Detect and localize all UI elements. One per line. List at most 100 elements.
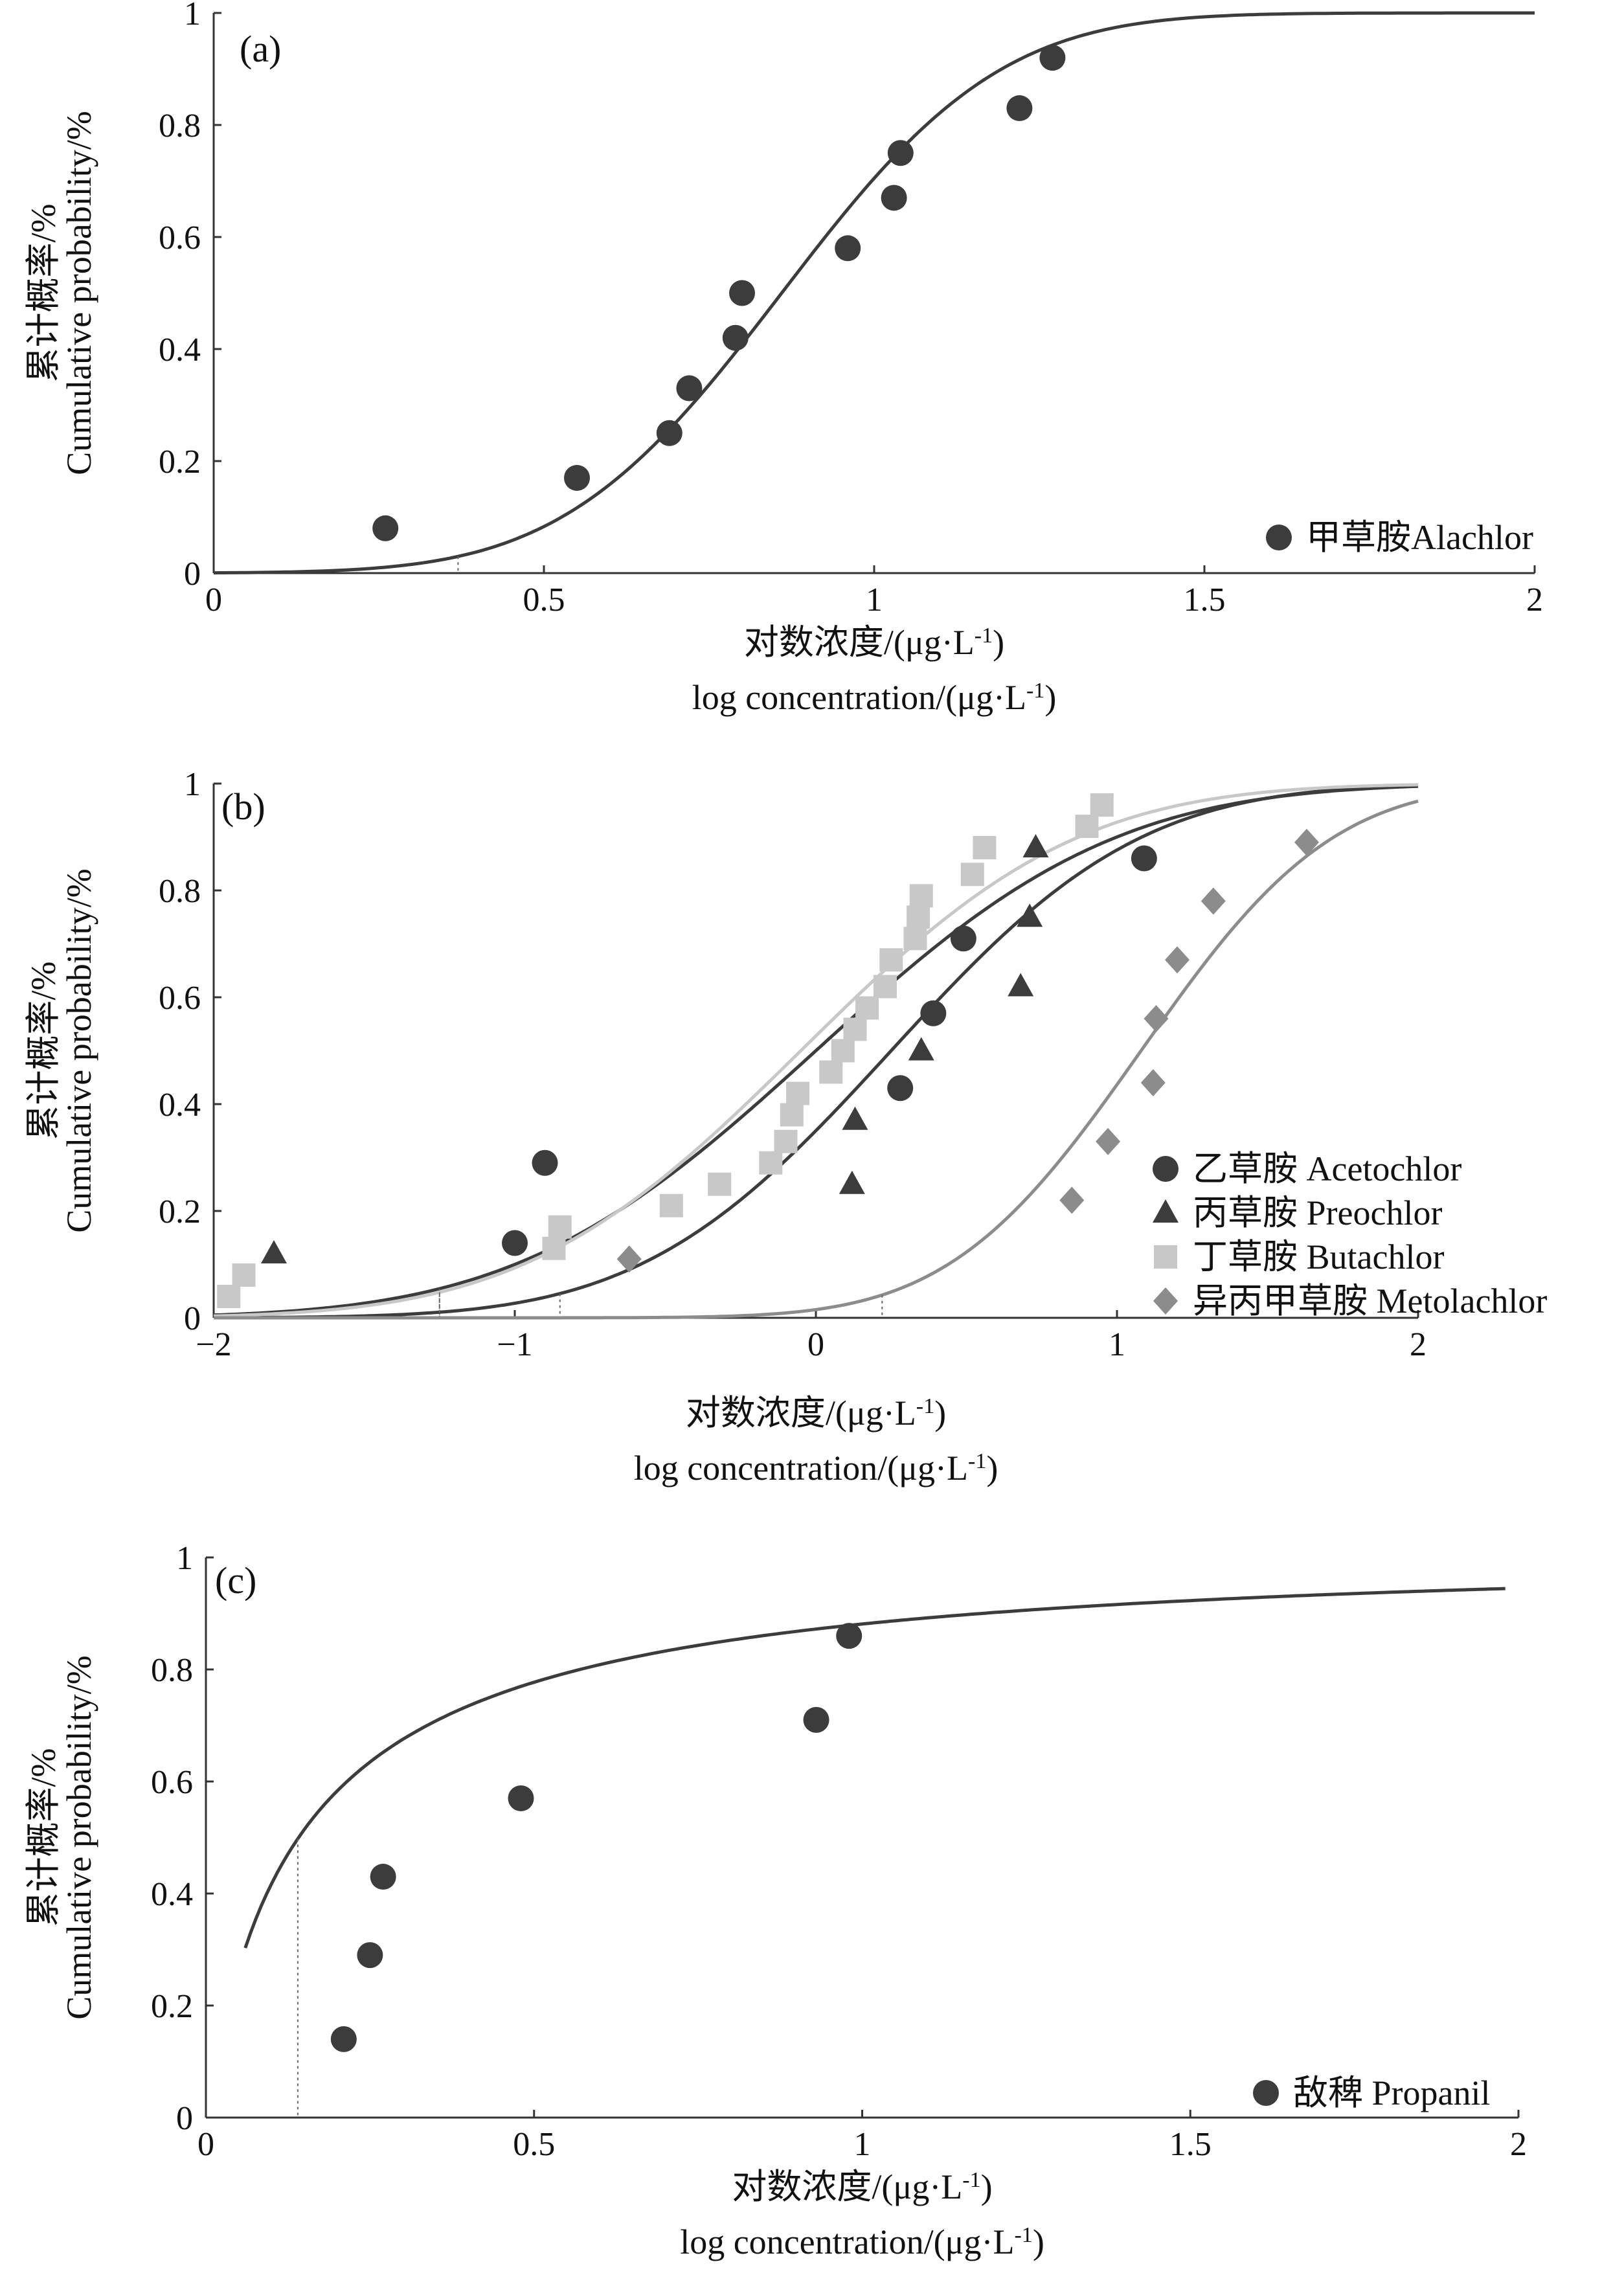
x-axis-title-cn-close: ) bbox=[993, 623, 1004, 662]
x-axis-title-cn-close: ) bbox=[981, 2167, 993, 2206]
x-tick-label: 2 bbox=[1510, 2126, 1527, 2163]
y-axis-title-cn: 累计概率/% bbox=[24, 1748, 63, 1927]
data-point-series-0 bbox=[950, 925, 976, 952]
data-point-series-3 bbox=[1201, 887, 1226, 915]
panel-a: 0 0.2 0.4 0.6 0.8 1 0 0.5 1 1.5 2 (a) 对数浓度/(μg·L-1) l… bbox=[24, 0, 1543, 717]
x-axis-title-en-sup: -1 bbox=[1026, 679, 1044, 703]
data-point-series-2 bbox=[855, 996, 879, 1020]
data-point-series-0 bbox=[887, 140, 914, 166]
x-axis-title-cn: 对数浓度/(μg·L-1) bbox=[744, 623, 1004, 662]
fit-curve-2 bbox=[213, 783, 1419, 1318]
legend-marker-0 bbox=[1266, 525, 1292, 550]
x-tick-label: 1 bbox=[866, 582, 883, 618]
fit-curve-0 bbox=[213, 784, 1419, 1317]
data-point-series-0 bbox=[920, 1000, 947, 1026]
x-axis-title-en: log concentration/(μg·L-1) bbox=[634, 1449, 998, 1487]
data-point-series-2 bbox=[1090, 793, 1114, 817]
data-point-series-2 bbox=[759, 1151, 783, 1175]
legend-marker-0 bbox=[1253, 2080, 1279, 2106]
fit-curve-1 bbox=[214, 784, 1419, 1320]
y-tick-label: 0.2 bbox=[159, 1193, 201, 1230]
legend-label-3: 异丙甲草胺 Metolachlor bbox=[1193, 1282, 1547, 1320]
data-point-series-1 bbox=[908, 1037, 934, 1061]
data-point-series-3 bbox=[1144, 1005, 1169, 1032]
y-tick-label: 0.2 bbox=[159, 444, 201, 481]
data-point-series-2 bbox=[1075, 815, 1099, 838]
data-point-series-3 bbox=[1294, 828, 1319, 856]
data-point-series-3 bbox=[1096, 1127, 1121, 1155]
data-point-series-0 bbox=[729, 280, 755, 306]
legend-label-0: 甲草胺Alachlor bbox=[1306, 518, 1533, 557]
data-point-series-0 bbox=[1039, 45, 1066, 71]
y-tick-label: 0 bbox=[176, 2100, 193, 2137]
data-point-series-2 bbox=[831, 1039, 855, 1063]
data-point-series-1 bbox=[261, 1240, 287, 1263]
data-point-series-2 bbox=[786, 1081, 810, 1105]
data-point-series-2 bbox=[548, 1215, 572, 1239]
x-tick-label: 1.5 bbox=[1184, 582, 1226, 618]
panel-label: (b) bbox=[221, 786, 265, 828]
y-axis-title-cn: 累计概率/% bbox=[24, 962, 63, 1140]
x-axis-title-en-close: ) bbox=[986, 1449, 998, 1487]
y-tick-label: 0 bbox=[184, 1300, 201, 1337]
x-axis-title-cn-sup: -1 bbox=[962, 2168, 980, 2192]
y-tick-label: 0 bbox=[184, 556, 201, 593]
x-tick-label: 1.5 bbox=[1169, 2126, 1212, 2163]
fit-curve-0 bbox=[243, 1587, 1506, 1949]
data-point-series-2 bbox=[708, 1172, 732, 1196]
data-point-series-2 bbox=[960, 863, 984, 887]
y-tick-label: 0.8 bbox=[159, 873, 201, 910]
x-tick-label: 1 bbox=[1109, 1326, 1125, 1363]
panel-b: 0 0.2 0.4 0.6 0.8 1 −2 −1 0 1 2 (b) 对数浓度/(μg·L-1) log… bbox=[24, 766, 1547, 1487]
data-point-series-3 bbox=[616, 1245, 642, 1273]
data-point-series-0 bbox=[564, 464, 590, 491]
y-tick-label: 0.4 bbox=[159, 1087, 201, 1124]
y-tick-label: 0.6 bbox=[159, 220, 201, 256]
data-point-series-2 bbox=[232, 1263, 256, 1287]
x-axis-title-cn-sup: -1 bbox=[975, 624, 993, 648]
y-axis-title-cn: 累计概率/% bbox=[24, 204, 63, 383]
x-tick-label: 0 bbox=[205, 582, 222, 618]
data-point-series-1 bbox=[842, 1106, 868, 1130]
data-point-series-0 bbox=[372, 515, 399, 541]
x-tick-label: 0.5 bbox=[523, 582, 565, 618]
data-point-series-0 bbox=[803, 1706, 829, 1733]
data-point-series-2 bbox=[973, 836, 997, 859]
fit-curve-0 bbox=[213, 11, 1535, 575]
data-point-series-0 bbox=[836, 1623, 863, 1649]
y-tick-label: 1 bbox=[176, 1540, 193, 1577]
data-point-series-0 bbox=[722, 324, 749, 351]
data-point-series-0 bbox=[1131, 845, 1157, 872]
x-axis-title-en-close: ) bbox=[1033, 2222, 1044, 2261]
y-tick-label: 0.8 bbox=[151, 1652, 193, 1689]
y-tick-label: 1 bbox=[184, 0, 201, 32]
data-point-series-3 bbox=[1059, 1186, 1085, 1214]
data-point-series-0 bbox=[370, 1864, 396, 1890]
legend-label-1: 丙草胺 Preochlor bbox=[1193, 1193, 1442, 1232]
data-point-series-0 bbox=[881, 185, 907, 211]
x-axis-title-en: log concentration/(μg·L-1) bbox=[692, 678, 1057, 717]
x-tick-label: 0 bbox=[807, 1326, 824, 1363]
x-tick-label: 0 bbox=[197, 2126, 214, 2163]
legend-marker-2 bbox=[1154, 1245, 1177, 1269]
x-axis-title-cn-close: ) bbox=[934, 1394, 946, 1432]
data-point-series-2 bbox=[879, 948, 903, 972]
data-point-series-2 bbox=[659, 1193, 683, 1217]
data-point-series-2 bbox=[873, 975, 897, 999]
data-point-series-1 bbox=[1022, 834, 1049, 857]
x-axis-title-en-sup: -1 bbox=[968, 1449, 986, 1473]
legend-marker-1 bbox=[1153, 1199, 1179, 1223]
data-point-series-2 bbox=[903, 927, 927, 951]
data-point-series-2 bbox=[774, 1129, 798, 1153]
y-tick-label: 0.6 bbox=[151, 1764, 193, 1801]
data-point-series-2 bbox=[542, 1236, 566, 1260]
y-tick-label: 0.2 bbox=[151, 1988, 193, 2025]
data-point-series-0 bbox=[1006, 95, 1033, 122]
data-point-series-2 bbox=[909, 884, 933, 908]
x-tick-label: 2 bbox=[1410, 1326, 1427, 1363]
data-point-series-0 bbox=[357, 1942, 383, 1969]
data-point-series-0 bbox=[330, 2026, 357, 2052]
x-axis-title-cn-sup: -1 bbox=[916, 1394, 934, 1418]
y-axis-title-en: Cumulative probability/% bbox=[60, 111, 98, 475]
